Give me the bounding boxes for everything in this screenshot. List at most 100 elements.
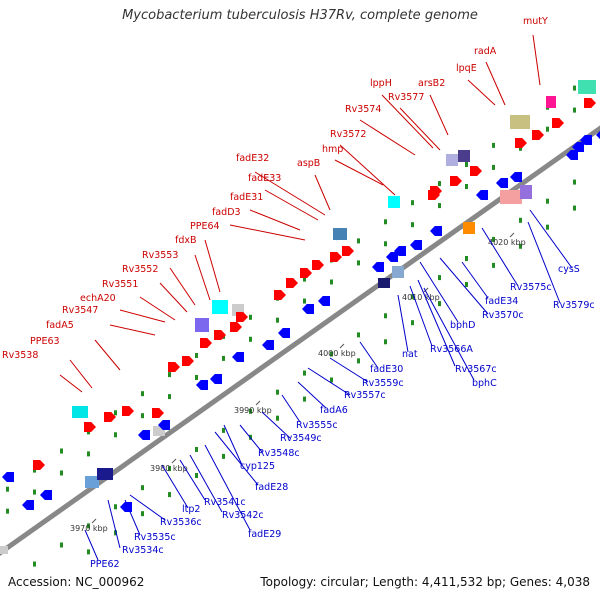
forward-gene-label[interactable]: echA20: [80, 293, 116, 304]
track-dot: [411, 294, 414, 300]
track-dot: [33, 467, 36, 473]
track-dot: [60, 448, 63, 454]
track-dot: [303, 276, 306, 282]
forward-gene-label[interactable]: fadE31: [230, 192, 263, 203]
reverse-gene-label[interactable]: Rv3549c: [280, 433, 322, 444]
forward-gene-arrow: [286, 278, 298, 288]
track-dot: [141, 413, 144, 419]
reverse-gene-label[interactable]: fadE29: [248, 529, 281, 540]
track-dot: [330, 279, 333, 285]
track-dot: [546, 224, 549, 230]
forward-gene-arrow: [84, 422, 96, 432]
track-dot: [465, 161, 468, 167]
forward-gene-arrow: [470, 166, 482, 176]
reverse-gene-label[interactable]: Rv3536c: [160, 517, 202, 528]
reverse-gene-label[interactable]: Rv3555c: [296, 420, 338, 431]
tick-label: 4010 kbp: [402, 293, 440, 302]
track-dot: [492, 236, 495, 242]
reverse-gene-label[interactable]: Rv3541c: [204, 497, 246, 508]
genome-backbone: [0, 125, 600, 556]
forward-gene-label[interactable]: Rv3577: [388, 92, 424, 103]
reverse-gene-label[interactable]: ltp2: [182, 504, 200, 515]
forward-gene-label[interactable]: fadE32: [236, 153, 269, 164]
track-dot: [546, 198, 549, 204]
forward-gene-arrow: [214, 330, 226, 340]
forward-gene-label[interactable]: Rv3552: [122, 264, 158, 275]
track-dot: [357, 358, 360, 364]
tick-label: 4000 kbp: [318, 349, 356, 358]
gene-leader: [419, 261, 459, 323]
track-dot: [222, 427, 225, 433]
forward-gene-arrow: [274, 290, 286, 300]
gene-leader: [107, 499, 121, 549]
gene-leader: [527, 221, 561, 304]
track-dot: [438, 301, 441, 307]
tick-mark: [423, 287, 429, 293]
track-dot: [195, 374, 198, 380]
reverse-gene-label[interactable]: Rv3548c: [258, 448, 300, 459]
forward-gene-label[interactable]: Rv3551: [102, 279, 138, 290]
reverse-gene-label[interactable]: cyp125: [240, 461, 275, 472]
track-dot: [114, 432, 117, 438]
forward-gene-label[interactable]: PPE64: [190, 221, 220, 232]
forward-gene-label[interactable]: Rv3538: [2, 350, 38, 361]
tick-label: 4020 kbp: [488, 238, 526, 247]
reverse-gene-label[interactable]: Rv3567c: [455, 364, 497, 375]
forward-gene-label[interactable]: Rv3574: [345, 104, 381, 115]
reverse-gene-label[interactable]: bphD: [450, 320, 475, 331]
reverse-gene-label[interactable]: Rv3557c: [344, 390, 386, 401]
gene-leader: [109, 324, 156, 336]
forward-gene-label[interactable]: lppH: [370, 78, 392, 89]
forward-gene-label[interactable]: mutY: [523, 16, 548, 27]
reverse-gene-label[interactable]: cysS: [558, 264, 580, 275]
reverse-gene-label[interactable]: Rv3579c: [553, 300, 595, 311]
reverse-gene-label[interactable]: fadE28: [255, 482, 288, 493]
forward-gene-label[interactable]: fadA5: [46, 320, 74, 331]
forward-gene-label[interactable]: fadD3: [212, 207, 241, 218]
gene-leader: [339, 144, 396, 196]
reverse-gene-label[interactable]: fadA6: [320, 405, 348, 416]
reverse-gene-label[interactable]: PPE62: [90, 559, 120, 570]
reverse-gene-label[interactable]: fadE34: [485, 296, 518, 307]
forward-gene-arrow: [342, 246, 354, 256]
gene-body: [520, 185, 532, 199]
gene-body: [85, 476, 99, 488]
reverse-gene-label[interactable]: Rv3566A: [430, 344, 473, 355]
track-dot: [222, 355, 225, 361]
forward-gene-label[interactable]: Rv3553: [142, 250, 178, 261]
track-dot: [330, 351, 333, 357]
reverse-gene-label[interactable]: fadE30: [370, 364, 403, 375]
reverse-gene-label[interactable]: nat: [402, 349, 418, 360]
forward-gene-label[interactable]: hmp: [322, 144, 343, 155]
gene-body: [578, 80, 596, 94]
reverse-gene-arrow: [210, 374, 222, 384]
track-dot: [465, 255, 468, 261]
forward-gene-label[interactable]: PPE63: [30, 336, 60, 347]
forward-gene-label[interactable]: arsB2: [418, 78, 445, 89]
track-dot: [357, 332, 360, 338]
track-dot: [357, 238, 360, 244]
forward-gene-label[interactable]: Rv3547: [62, 305, 98, 316]
forward-gene-label[interactable]: lpqE: [456, 63, 477, 74]
gene-leader: [381, 94, 434, 149]
track-dot: [276, 317, 279, 323]
forward-gene-label[interactable]: Rv3572: [330, 129, 366, 140]
forward-gene-arrow: [450, 176, 462, 186]
reverse-gene-label[interactable]: Rv3559c: [362, 378, 404, 389]
forward-gene-label[interactable]: fdxB: [175, 235, 197, 246]
reverse-gene-label[interactable]: Rv3570c: [482, 310, 524, 321]
reverse-gene-label[interactable]: bphC: [472, 378, 497, 389]
tick-mark: [255, 400, 261, 406]
reverse-gene-label[interactable]: Rv3535c: [134, 532, 176, 543]
forward-gene-label[interactable]: radA: [474, 46, 497, 57]
tick-label: 3980 kbp: [150, 464, 188, 473]
track-dot: [411, 320, 414, 326]
track-dot: [87, 523, 90, 529]
track-dot: [438, 181, 441, 187]
forward-gene-label[interactable]: aspB: [297, 158, 320, 169]
reverse-gene-label[interactable]: Rv3575c: [510, 282, 552, 293]
reverse-gene-label[interactable]: Rv3534c: [122, 545, 164, 556]
genome-title: Mycobacterium tuberculosis H37Rv, comple…: [122, 8, 478, 23]
